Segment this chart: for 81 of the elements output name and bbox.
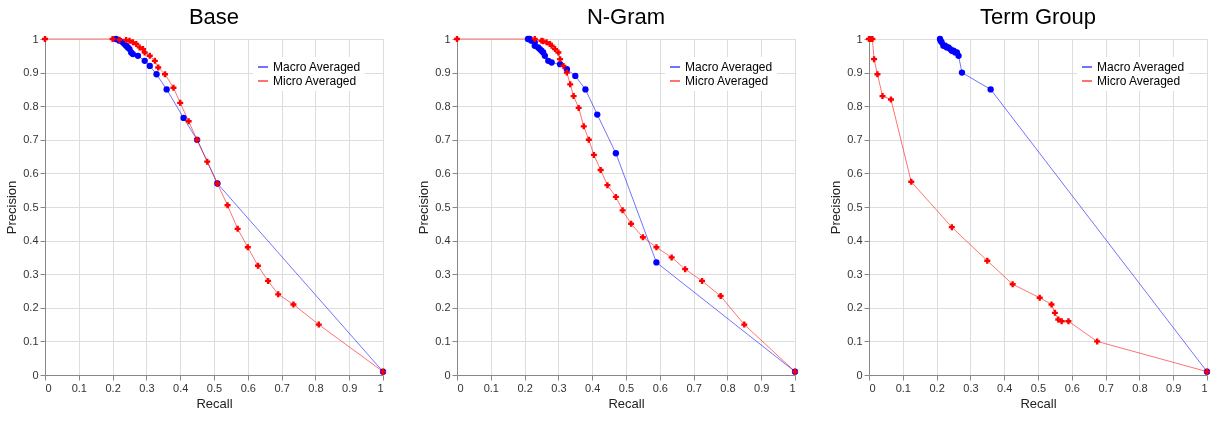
y-tick-label: 0.1 — [847, 334, 863, 347]
x-tick-label: 0.2 — [105, 381, 121, 394]
y-tick-label: 0.6 — [847, 166, 863, 179]
y-tick-label: 0.8 — [435, 99, 451, 112]
y-tick-label: 0.7 — [435, 133, 451, 146]
x-tick-label: 0.3 — [963, 381, 979, 394]
x-tick-label: 0.9 — [754, 381, 770, 394]
x-tick-label: 1 — [377, 381, 384, 394]
x-tick-label: 1 — [789, 381, 796, 394]
x-tick-label: 0.7 — [274, 381, 290, 394]
x-tick-label: 0.5 — [618, 381, 635, 394]
y-tick-label: 1 — [444, 32, 451, 45]
x-axis-title: Recall — [1020, 395, 1057, 411]
y-tick-label: 0.3 — [847, 267, 863, 280]
x-tick-label: 0.1 — [71, 381, 87, 394]
y-tick-label: 0.6 — [23, 166, 39, 179]
x-axis-title: Recall — [608, 395, 645, 411]
chart-title: Base — [188, 4, 240, 29]
x-tick-label: 0.4 — [585, 381, 601, 394]
x-tick-label: 0.1 — [895, 381, 911, 394]
y-tick-label: 0.1 — [23, 334, 39, 347]
y-axis-title: Precision — [828, 180, 844, 235]
x-tick-label: 0 — [457, 381, 464, 394]
y-tick-label: 0 — [856, 368, 863, 381]
x-tick-label: 0.1 — [483, 381, 499, 394]
y-axis-title: Precision — [4, 180, 20, 235]
x-tick-label: 0.8 — [308, 381, 324, 394]
legend-label: Micro Averaged — [1097, 74, 1181, 88]
y-tick-label: 0.5 — [23, 200, 39, 213]
x-tick-label: 0.5 — [206, 381, 223, 394]
y-tick-label: 1 — [856, 32, 863, 45]
legend-label: Macro Averaged — [273, 60, 361, 74]
x-tick-label: 0 — [869, 381, 876, 394]
x-tick-label: 0.8 — [720, 381, 736, 394]
x-tick-label: 0.3 — [551, 381, 567, 394]
y-tick-label: 0.4 — [435, 234, 451, 247]
x-tick-label: 0 — [45, 381, 52, 394]
y-tick-label: 0.5 — [435, 200, 451, 213]
x-tick-label: 0.9 — [1166, 381, 1182, 394]
x-tick-label: 0.9 — [342, 381, 358, 394]
x-tick-label: 0.3 — [139, 381, 155, 394]
x-tick-label: 0.6 — [1064, 381, 1080, 394]
y-tick-label: 0.9 — [847, 66, 863, 79]
y-tick-label: 0.9 — [23, 66, 39, 79]
y-tick-label: 0.1 — [435, 334, 451, 347]
y-tick-label: 0.9 — [435, 66, 451, 79]
x-tick-label: 0.4 — [173, 381, 189, 394]
chart-title: Term Group — [979, 4, 1097, 29]
y-tick-label: 0 — [32, 368, 39, 381]
y-tick-label: 0.5 — [847, 200, 863, 213]
legend-label: Macro Averaged — [685, 60, 773, 74]
x-axis-title: Recall — [196, 395, 233, 411]
legend-label: Micro Averaged — [685, 74, 769, 88]
y-tick-label: 0.2 — [23, 301, 39, 314]
x-tick-label: 0.5 — [1030, 381, 1047, 394]
y-tick-label: 0.8 — [23, 99, 39, 112]
y-tick-label: 0.8 — [847, 99, 863, 112]
x-tick-label: 0.7 — [1098, 381, 1114, 394]
y-tick-label: 0.2 — [847, 301, 863, 314]
x-tick-label: 0.7 — [686, 381, 702, 394]
x-tick-label: 0.6 — [652, 381, 668, 394]
y-tick-label: 0.3 — [435, 267, 451, 280]
y-tick-label: 0.7 — [23, 133, 39, 146]
y-tick-label: 0.6 — [435, 166, 451, 179]
x-tick-label: 0.2 — [517, 381, 533, 394]
legend-label: Micro Averaged — [273, 74, 357, 88]
x-tick-label: 0.2 — [929, 381, 945, 394]
y-tick-label: 0.7 — [847, 133, 863, 146]
x-tick-label: 0.6 — [240, 381, 256, 394]
legend-label: Macro Averaged — [1097, 60, 1185, 74]
y-axis-title: Precision — [416, 180, 432, 235]
y-tick-label: 0.3 — [23, 267, 39, 280]
chart-title: N-Gram — [586, 4, 666, 29]
y-tick-label: 1 — [32, 32, 39, 45]
y-tick-label: 0.4 — [847, 234, 863, 247]
y-tick-label: 0.2 — [435, 301, 451, 314]
x-tick-label: 0.4 — [997, 381, 1013, 394]
x-tick-label: 1 — [1201, 381, 1208, 394]
x-tick-label: 0.8 — [1132, 381, 1148, 394]
y-tick-label: 0 — [444, 368, 451, 381]
y-tick-label: 0.4 — [23, 234, 39, 247]
